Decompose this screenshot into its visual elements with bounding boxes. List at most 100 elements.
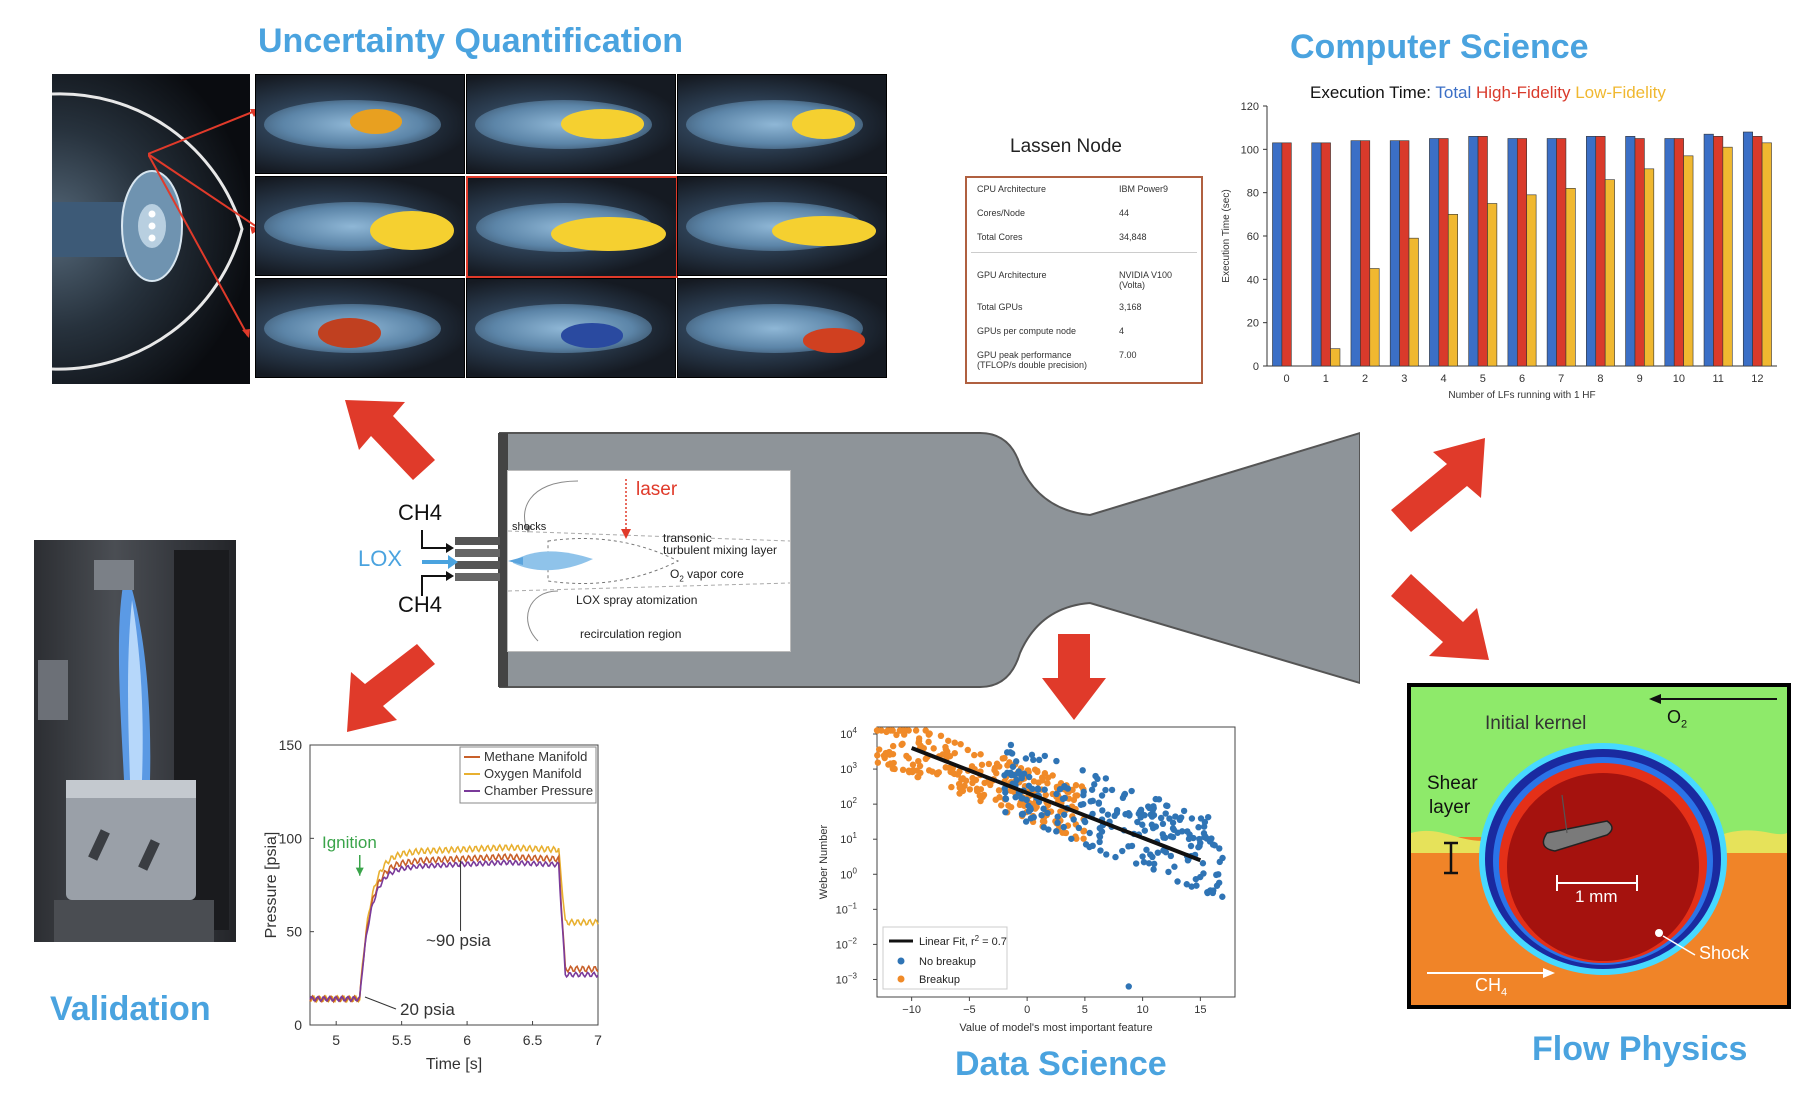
- bar-low-fidelity: [1487, 203, 1498, 367]
- scatter-point-breakup: [961, 782, 968, 790]
- pressure-trace-chamber-pressure: [309, 858, 599, 1003]
- pressure-legend-label: Oxygen Manifold: [484, 766, 582, 781]
- validation-test-rig-photo: [34, 540, 236, 942]
- scatter-point-no-breakup: [1094, 775, 1101, 783]
- laser-label: laser: [636, 479, 678, 500]
- scatter-point-no-breakup: [1113, 809, 1121, 817]
- cs-title: Computer Science: [1290, 28, 1589, 66]
- scatter-point-breakup: [889, 742, 897, 750]
- scatter-point-no-breakup: [1068, 835, 1075, 842]
- uq-realization-tile: [466, 176, 678, 278]
- shocks-label: shocks: [512, 521, 547, 533]
- pressure-x-tick-label: 5.5: [392, 1032, 412, 1048]
- uq-realization-tile: [466, 278, 676, 378]
- scatter-point-breakup: [1031, 766, 1039, 773]
- scatter-point-breakup: [935, 769, 943, 776]
- bar-low-fidelity: [1565, 188, 1576, 367]
- p20-arrow: [364, 996, 397, 1010]
- bar-high-fidelity: [1360, 140, 1371, 367]
- scatter-point-no-breakup: [1122, 811, 1129, 818]
- mixing-label-2: turbulent mixing layer: [663, 543, 778, 557]
- scatter-point-no-breakup: [1091, 781, 1098, 788]
- scatter-point-no-breakup: [1001, 772, 1008, 779]
- scatter-point-breakup: [964, 746, 972, 754]
- arrow-to-flow-physics: [1391, 574, 1489, 660]
- scatter-point-no-breakup: [1097, 847, 1104, 854]
- bar-low-fidelity: [1761, 142, 1772, 367]
- scatter-legend-fit-label: Linear Fit, r2 = 0.7: [919, 934, 1007, 948]
- scatter-point-breakup: [925, 738, 932, 746]
- weber-scatter-chart: −10 −5 0 5 10 1510−310−210−1100101102103104Va…: [818, 726, 1236, 1034]
- scatter-point-no-breakup: [1099, 807, 1106, 814]
- scatter-fit-line: [910, 746, 1202, 863]
- ignition-label: Ignition: [322, 833, 377, 852]
- scatter-y-tick-exponent: 0: [853, 866, 858, 875]
- lassen-row-value: NVIDIA V100 (Volta): [1119, 270, 1173, 290]
- bar-chart-x-tick-label: 11: [1712, 373, 1723, 385]
- scatter-point-breakup: [942, 746, 950, 753]
- scatter-point-breakup: [998, 802, 1005, 809]
- scatter-point-breakup: [1001, 754, 1008, 762]
- uq-jet-overview-svg: [52, 92, 244, 371]
- scatter-point-breakup: [992, 796, 999, 803]
- scatter-point-no-breakup: [1193, 882, 1200, 889]
- scatter-point-no-breakup: [1059, 795, 1067, 803]
- scatter-point-no-breakup: [1112, 853, 1119, 861]
- bar-chart-x-tick-label: 10: [1673, 373, 1685, 385]
- scatter-point-no-breakup: [1132, 860, 1140, 867]
- scatter-x-tick-label: 10: [1136, 1004, 1148, 1016]
- bar-high-fidelity: [1556, 138, 1567, 367]
- scatter-point-no-breakup: [1128, 787, 1135, 795]
- scatter-point-no-breakup: [1104, 811, 1112, 818]
- uq-realization-tile: [255, 74, 465, 174]
- lassen-row-key: Total GPUs: [977, 302, 1023, 312]
- scatter-point-breakup: [1049, 772, 1056, 779]
- scatter-y-tick-exponent: 4: [853, 726, 858, 735]
- scatter-y-tick-label: 101: [840, 831, 857, 846]
- scatter-point-no-breakup: [1002, 808, 1009, 816]
- scatter-point-no-breakup: [1018, 794, 1025, 802]
- vapor-core-o: O: [670, 567, 680, 581]
- scatter-y-tick-label: 104: [840, 726, 857, 741]
- scatter-point-no-breakup: [1102, 786, 1109, 794]
- scatter-point-no-breakup: [1195, 824, 1202, 831]
- scatter-point-breakup: [1039, 777, 1046, 784]
- uq-flame-blob: [370, 211, 454, 251]
- scatter-point-breakup: [966, 786, 974, 793]
- bar-high-fidelity: [1320, 142, 1331, 367]
- bar-chart-x-tick-label: 6: [1519, 373, 1525, 385]
- scatter-point-no-breakup: [1007, 741, 1015, 749]
- scatter-point-breakup: [912, 727, 920, 734]
- scatter-point-no-breakup: [1128, 842, 1136, 850]
- scatter-legend-breakup-swatch: [897, 975, 905, 983]
- scatter-y-tick-exponent: −1: [848, 901, 858, 910]
- scatter-point-no-breakup: [1025, 773, 1033, 781]
- scatter-point-breakup: [875, 746, 883, 753]
- scatter-point-no-breakup: [1002, 795, 1010, 803]
- validation-title: Validation: [50, 990, 211, 1028]
- lassen-row-key: Cores/Node: [977, 208, 1026, 218]
- scatter-point-no-breakup: [1087, 798, 1094, 805]
- scatter-point-no-breakup: [1013, 776, 1021, 784]
- scatter-point-no-breakup: [1102, 775, 1110, 782]
- bar-chart-x-tick-label: 9: [1637, 373, 1643, 385]
- scatter-point-no-breakup: [1025, 782, 1033, 789]
- scatter-point-breakup: [1070, 796, 1078, 804]
- scatter-point-no-breakup: [1003, 749, 1011, 756]
- scatter-point-no-breakup: [1150, 811, 1158, 819]
- scatter-point-no-breakup: [1034, 786, 1042, 793]
- bar-chart-y-tick-label: 120: [1241, 101, 1259, 113]
- scatter-point-breakup: [925, 767, 933, 774]
- scatter-y-tick-exponent: 3: [853, 761, 858, 770]
- scatter-point-no-breakup: [1044, 809, 1051, 817]
- scatter-point-breakup: [899, 766, 907, 774]
- scatter-point-breakup: [971, 751, 978, 759]
- pressure-legend-box: [459, 746, 597, 804]
- scatter-point-no-breakup: [1060, 811, 1068, 818]
- scatter-point-no-breakup: [1143, 846, 1150, 853]
- scatter-point-no-breakup: [1177, 814, 1185, 821]
- scatter-point-breakup: [898, 741, 905, 748]
- scatter-point-breakup: [985, 760, 993, 768]
- scatter-point-no-breakup: [1202, 833, 1209, 840]
- ch4-bottom-label: CH4: [398, 592, 443, 617]
